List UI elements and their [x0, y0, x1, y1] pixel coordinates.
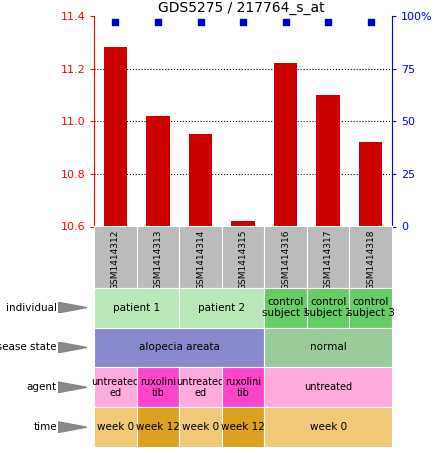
Point — [282, 19, 289, 26]
Text: patient 2: patient 2 — [198, 303, 245, 313]
Polygon shape — [58, 382, 87, 393]
Text: agent: agent — [27, 382, 57, 392]
Text: patient 1: patient 1 — [113, 303, 160, 313]
Text: normal: normal — [310, 342, 346, 352]
Text: ruxolini
tib: ruxolini tib — [140, 376, 176, 398]
Text: untreated
ed: untreated ed — [177, 376, 225, 398]
Polygon shape — [58, 422, 87, 433]
Text: GSM1414312: GSM1414312 — [111, 230, 120, 290]
Text: GSM1414313: GSM1414313 — [153, 230, 162, 290]
Text: untreated
ed: untreated ed — [92, 376, 140, 398]
Text: GDS5275 / 217764_s_at: GDS5275 / 217764_s_at — [158, 1, 324, 15]
Text: week 0: week 0 — [310, 422, 347, 432]
Text: ruxolini
tib: ruxolini tib — [225, 376, 261, 398]
Text: control
subject 1: control subject 1 — [261, 297, 310, 318]
Text: GSM1414315: GSM1414315 — [239, 230, 247, 290]
Bar — [274, 63, 297, 226]
Text: week 0: week 0 — [97, 422, 134, 432]
Point — [197, 19, 204, 26]
Bar — [146, 116, 170, 226]
Bar — [359, 142, 382, 226]
Point — [325, 19, 332, 26]
Text: GSM1414317: GSM1414317 — [324, 230, 333, 290]
Text: time: time — [33, 422, 57, 432]
Bar — [189, 135, 212, 226]
Point — [367, 19, 374, 26]
Text: week 0: week 0 — [182, 422, 219, 432]
Point — [240, 19, 247, 26]
Text: individual: individual — [6, 303, 57, 313]
Bar — [231, 221, 255, 226]
Point — [112, 19, 119, 26]
Text: GSM1414314: GSM1414314 — [196, 230, 205, 290]
Text: week 12: week 12 — [221, 422, 265, 432]
Polygon shape — [58, 302, 87, 313]
Text: alopecia areata: alopecia areata — [139, 342, 220, 352]
Text: GSM1414316: GSM1414316 — [281, 230, 290, 290]
Point — [155, 19, 162, 26]
Bar — [317, 95, 340, 226]
Text: disease state: disease state — [0, 342, 57, 352]
Polygon shape — [58, 342, 87, 353]
Text: untreated: untreated — [304, 382, 352, 392]
Text: week 12: week 12 — [136, 422, 180, 432]
Text: control
subject 2: control subject 2 — [304, 297, 352, 318]
Bar — [104, 48, 127, 226]
Text: GSM1414318: GSM1414318 — [366, 230, 375, 290]
Text: control
subject 3: control subject 3 — [347, 297, 395, 318]
